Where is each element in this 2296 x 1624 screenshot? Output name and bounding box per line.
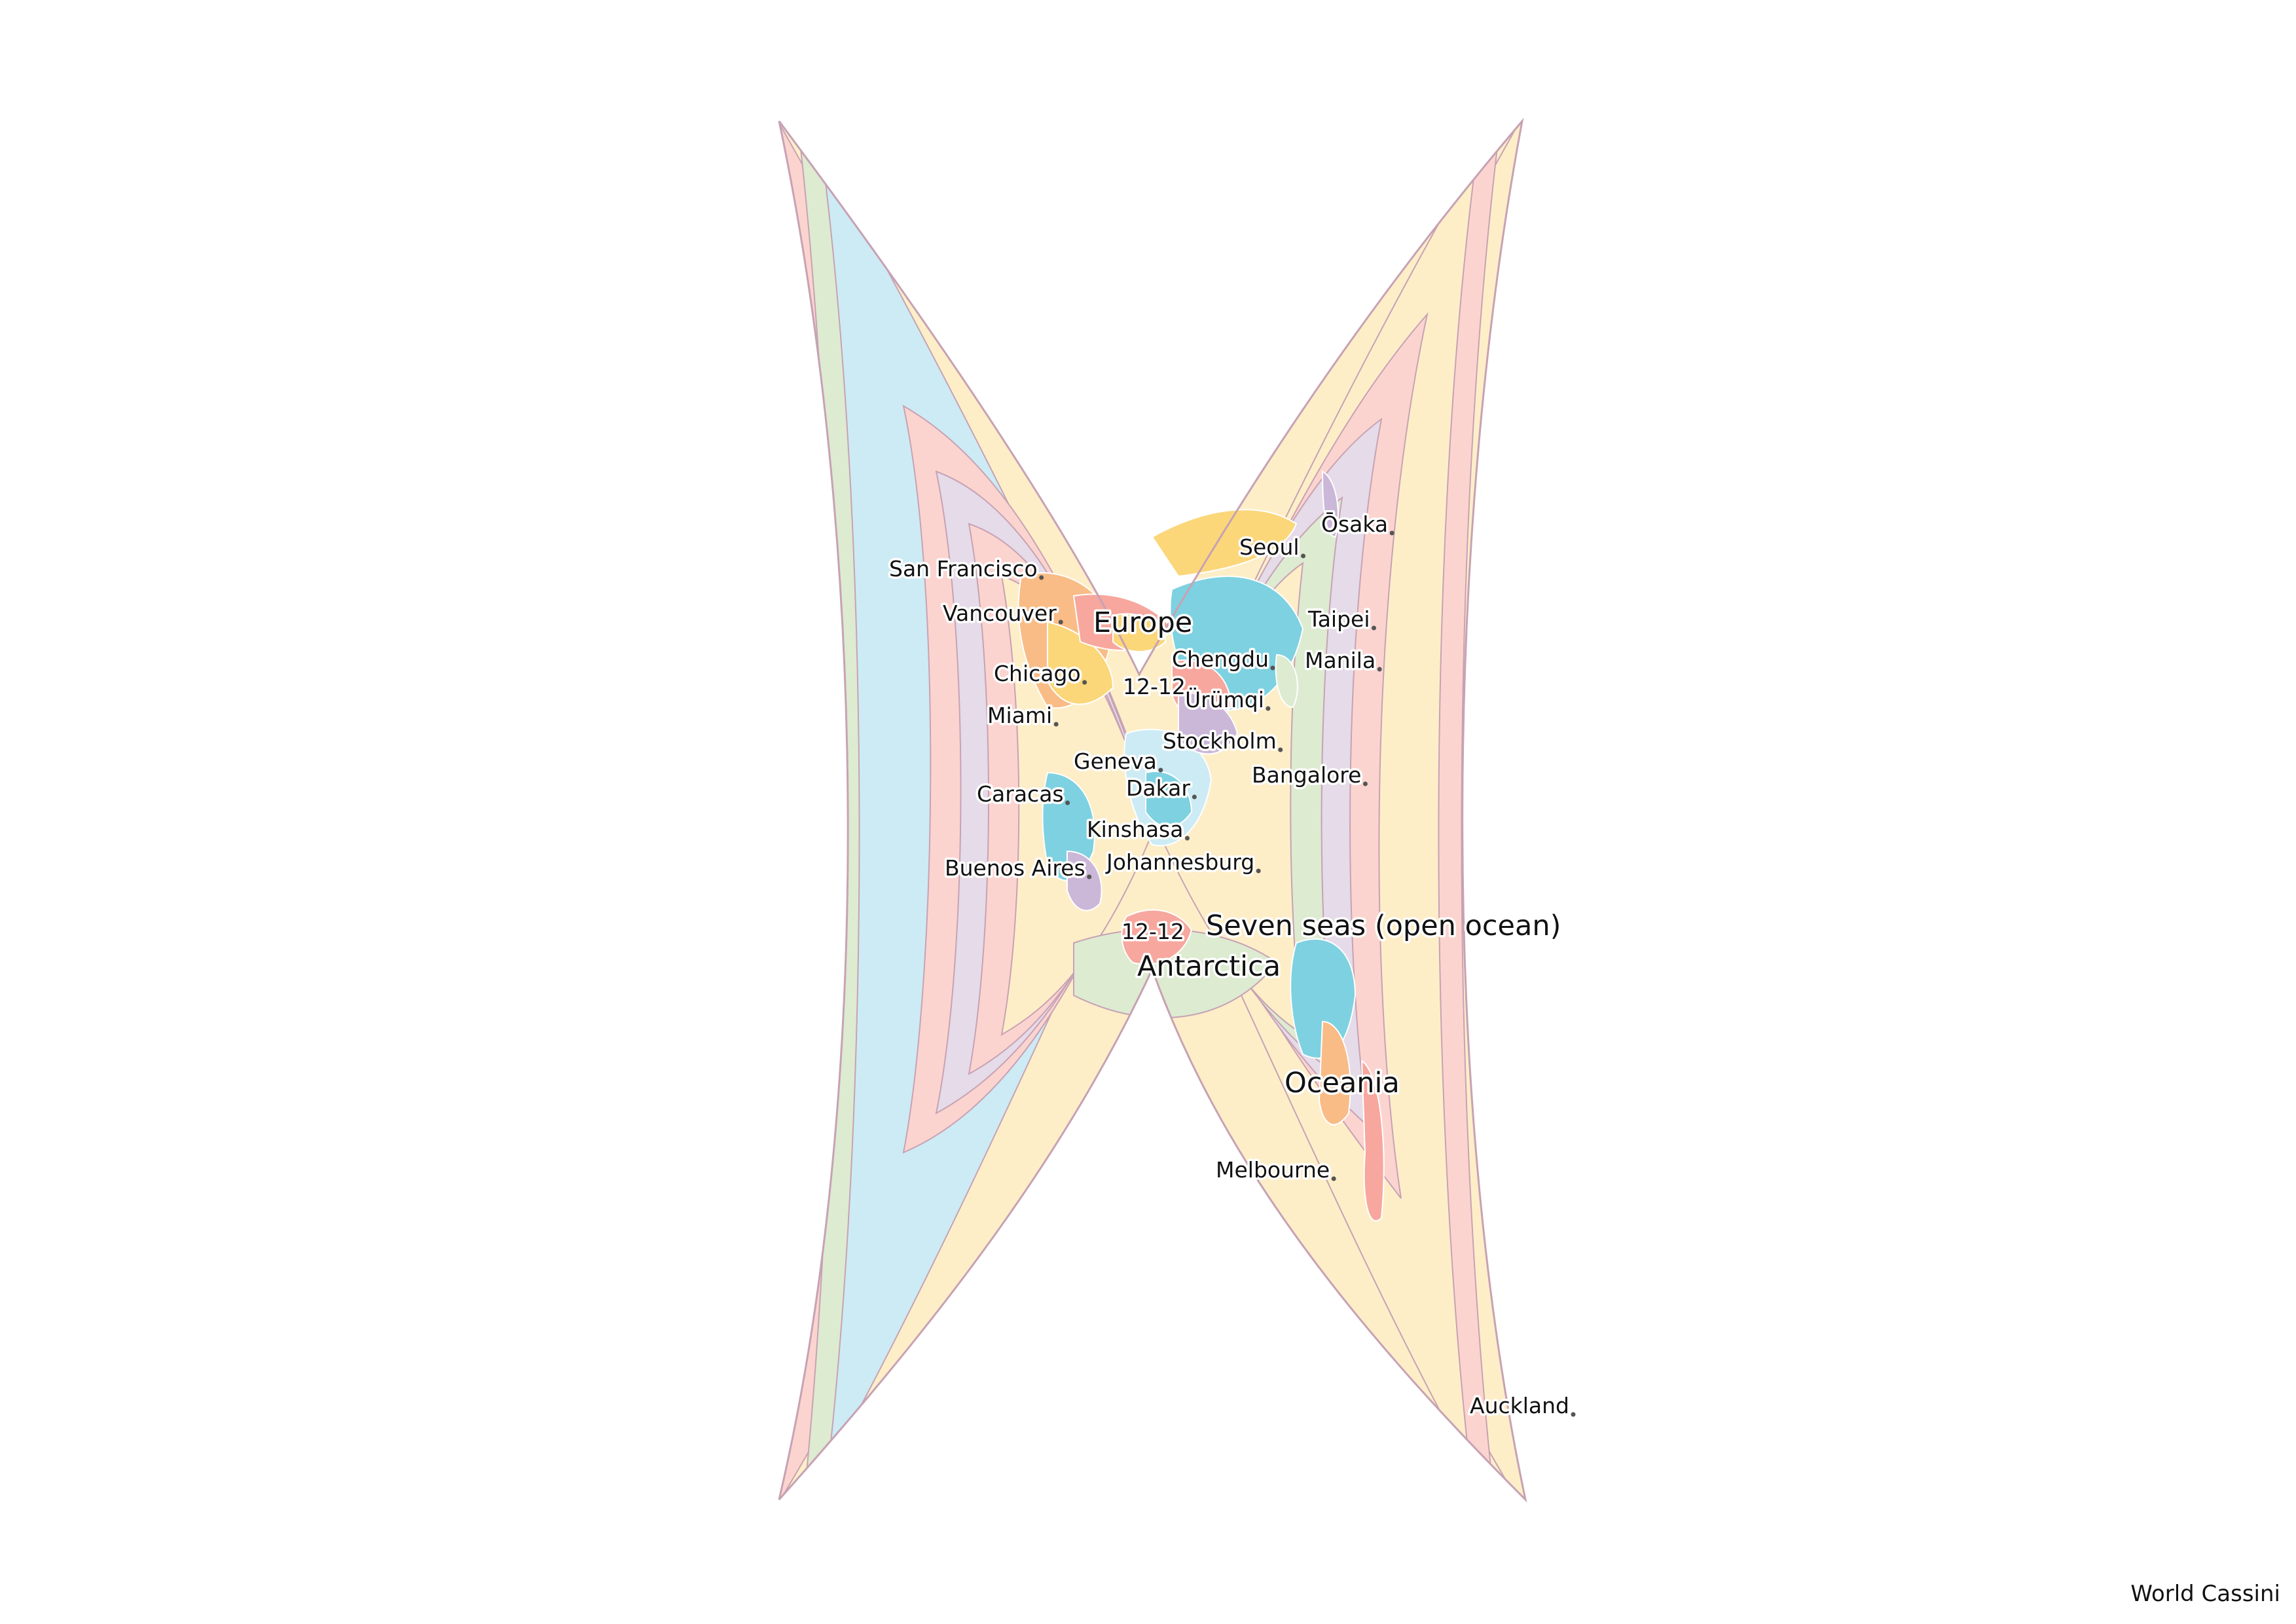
city-label-osaka: Ōsaka <box>1321 511 1388 537</box>
map-credit: World Cassini <box>2130 1581 2280 1607</box>
land-masses <box>1017 470 1385 1222</box>
city-marker <box>1192 794 1197 800</box>
asia-landmass-north <box>1151 509 1298 578</box>
city-marker <box>1087 874 1092 879</box>
city-marker <box>1362 781 1368 786</box>
city-label-geneva: Geneva <box>1074 748 1157 774</box>
city-marker <box>1256 868 1261 874</box>
city-label-kinshasa: Kinshasa <box>1087 817 1183 842</box>
north-america-landmass-east <box>1047 621 1114 705</box>
city-marker <box>1039 575 1044 580</box>
city-label-manila: Manila <box>1305 648 1376 673</box>
east-africa-landmass <box>1178 692 1239 755</box>
region-label-antarctica: Antarctica <box>1137 950 1281 983</box>
region-label-oceania: Oceania <box>1285 1067 1400 1099</box>
city-label-auckland: Auckland <box>1470 1393 1569 1418</box>
city-label-bangalore: Bangalore <box>1252 762 1361 788</box>
new-zealand-landmass <box>1360 1060 1385 1222</box>
city-marker <box>1158 767 1163 773</box>
zone-label-north: 12-12 <box>1123 674 1186 699</box>
city-label-chengdu: Chengdu <box>1172 646 1269 672</box>
city-label-miami: Miami <box>987 703 1052 728</box>
city-marker <box>1372 625 1377 631</box>
australia-landmass-south <box>1318 1020 1351 1126</box>
city-marker <box>1278 747 1283 752</box>
city-marker <box>1389 530 1394 536</box>
japan-landmass <box>1321 470 1339 538</box>
city-marker <box>1331 1176 1336 1181</box>
africa-landmass-center <box>1145 771 1193 828</box>
asia-landmass-west <box>1112 613 1167 652</box>
city-label-stockholm: Stockholm <box>1163 728 1277 754</box>
region-label-europe: Europe <box>1093 606 1192 639</box>
southeast-asia-landmass <box>1275 654 1298 709</box>
city-label-urumqi: Ürümqi <box>1185 686 1264 712</box>
city-marker <box>1270 665 1275 671</box>
city-marker <box>1065 800 1070 805</box>
city-marker <box>1184 836 1190 841</box>
city-label-caracas: Caracas <box>977 781 1064 807</box>
city-label-san-francisco: San Francisco <box>889 556 1038 581</box>
city-label-buenos-aires: Buenos Aires <box>945 855 1085 881</box>
city-marker <box>1301 553 1306 559</box>
city-marker <box>1266 706 1271 711</box>
city-marker <box>1053 722 1059 727</box>
city-label-taipei: Taipei <box>1307 606 1370 632</box>
city-marker <box>1082 680 1087 685</box>
city-markers <box>1039 530 1576 1417</box>
city-label-seoul: Seoul <box>1239 534 1300 560</box>
city-label-dakar: Dakar <box>1126 775 1190 801</box>
map-outline <box>778 117 1527 1503</box>
region-label-seven-seas: Seven seas (open ocean) <box>1206 910 1561 942</box>
zone-label-south: 12-12 <box>1121 919 1184 944</box>
city-label-vancouver: Vancouver <box>943 600 1057 626</box>
city-label-melbourne: Melbourne <box>1216 1157 1330 1183</box>
city-label-chicago: Chicago <box>994 661 1081 686</box>
antarctica-landmass <box>1121 909 1193 965</box>
city-marker <box>1058 619 1063 625</box>
south-america-landmass-south <box>1066 850 1102 912</box>
city-label-johannesburg: Johannesburg <box>1105 849 1254 875</box>
city-marker <box>1377 667 1382 672</box>
city-marker <box>1571 1412 1576 1417</box>
